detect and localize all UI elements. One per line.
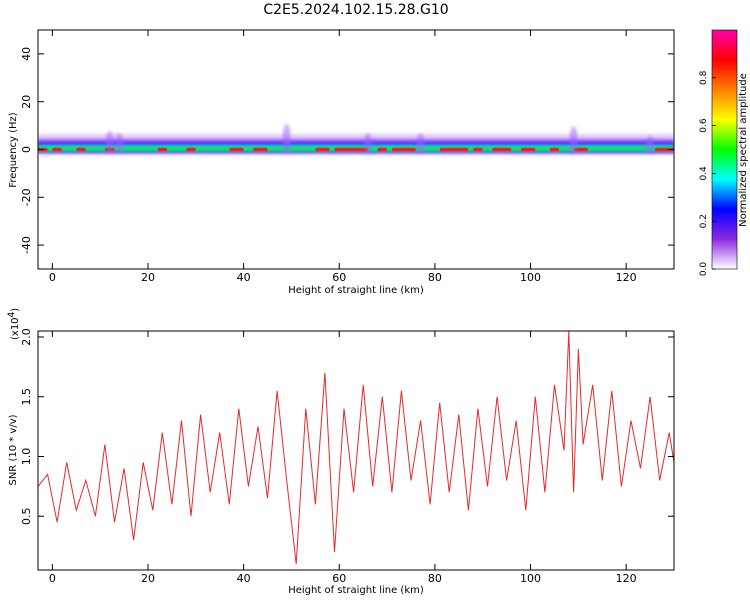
snr-multiplier-close: ) [10,308,21,312]
ridge-core [492,147,512,152]
y-tick-label: 1.5 [20,388,33,406]
ridge-core [654,147,674,152]
spectral-burst [646,135,655,154]
x-tick-label: 20 [141,271,155,284]
spectrogram-plot [38,123,674,155]
snr-multiplier-base: (x10 [10,317,21,340]
x-tick-label: 80 [428,572,442,585]
x-tick-label: 0 [49,572,56,585]
colorbar-label: Normalized spectral amplitude [738,73,749,227]
snr-panel: 0 20 40 60 80 100 120 0.5 1.0 1.5 2.0 Height of s… [7,308,675,596]
colorbar-gradient [711,29,738,270]
ridge-core [473,147,483,152]
x-tick-label: 40 [237,572,251,585]
spectral-burst [105,131,114,154]
spectrogram-y-ticks: -40 -20 0 20 40 [20,47,674,254]
spectrogram-panel: 0 20 40 60 80 100 120 -40 -20 0 20 40 Height of st… [8,29,675,296]
ridge-core [253,147,268,152]
ridge-core [76,147,86,152]
ridge-core [573,147,588,152]
y-tick-label: 20 [20,95,33,109]
y-tick-label: -20 [20,188,33,206]
ridge-core [334,147,368,152]
snr-y-label: SNR (10 * v/v) [8,414,19,485]
ridge-core [391,147,416,152]
spectral-burst [416,133,425,154]
colorbar-tick-label: 0.8 [699,70,709,85]
y-tick-label: 2.0 [20,328,33,346]
x-tick-label: 0 [49,271,56,284]
x-tick-label: 60 [332,572,346,585]
snr-background [38,331,674,570]
colorbar-tick-label: 0.4 [699,166,709,181]
ridge-core [52,147,62,152]
y-tick-label: 0 [20,146,33,153]
x-tick-label: 120 [616,572,637,585]
snr-multiplier-exp: 4 [7,311,17,317]
spectral-burst [363,133,372,154]
ridge-core [549,147,560,152]
snr-y-ticks: 0.5 1.0 1.5 2.0 [20,328,674,525]
spectral-burst [115,133,124,154]
y-tick-label: -40 [20,236,33,254]
spectrogram-x-label: Height of straight line (km) [288,285,424,296]
snr-x-ticks: 0 20 40 60 80 100 120 [49,331,637,585]
snr-x-label: Height of straight line (km) [288,585,424,596]
ridge-core [315,147,330,152]
snr-frame [37,330,675,571]
spectrogram-x-ticks: 0 20 40 60 80 100 120 [49,30,637,284]
x-tick-label: 80 [428,271,442,284]
y-tick-label: 0.5 [20,507,33,525]
x-tick-label: 20 [141,572,155,585]
x-tick-label: 100 [520,572,541,585]
colorbar-ticks: 0.0 0.2 0.4 0.6 0.8 [699,70,716,276]
ridge-core [377,147,388,152]
colorbar-tick-label: 0.2 [699,214,709,228]
ridge-core [439,147,469,152]
snr-line [38,331,674,565]
svg-text:(x104): (x104) [7,308,21,340]
y-tick-label: 40 [20,47,33,61]
x-tick-label: 100 [520,271,541,284]
snr-y-multiplier: (x104) [7,308,21,340]
colorbar: 0.0 0.2 0.4 0.6 0.8 Normalized spectral ampl… [699,29,749,276]
x-tick-label: 60 [332,271,346,284]
chart-title: C2E5.2024.102.15.28.G10 [263,2,448,18]
ridge-core [520,147,536,152]
x-tick-label: 40 [237,271,251,284]
spectrogram-y-label: Frequency (Hz) [8,112,19,188]
x-tick-label: 120 [616,271,637,284]
ridge-core [229,147,244,152]
y-tick-label: 1.0 [20,448,33,466]
spectral-burst [569,126,578,154]
colorbar-tick-label: 0.0 [699,262,709,277]
spectral-burst [282,123,291,154]
ridge-core [186,147,196,152]
ridge-core [157,147,168,152]
colorbar-tick-label: 0.6 [699,118,709,133]
